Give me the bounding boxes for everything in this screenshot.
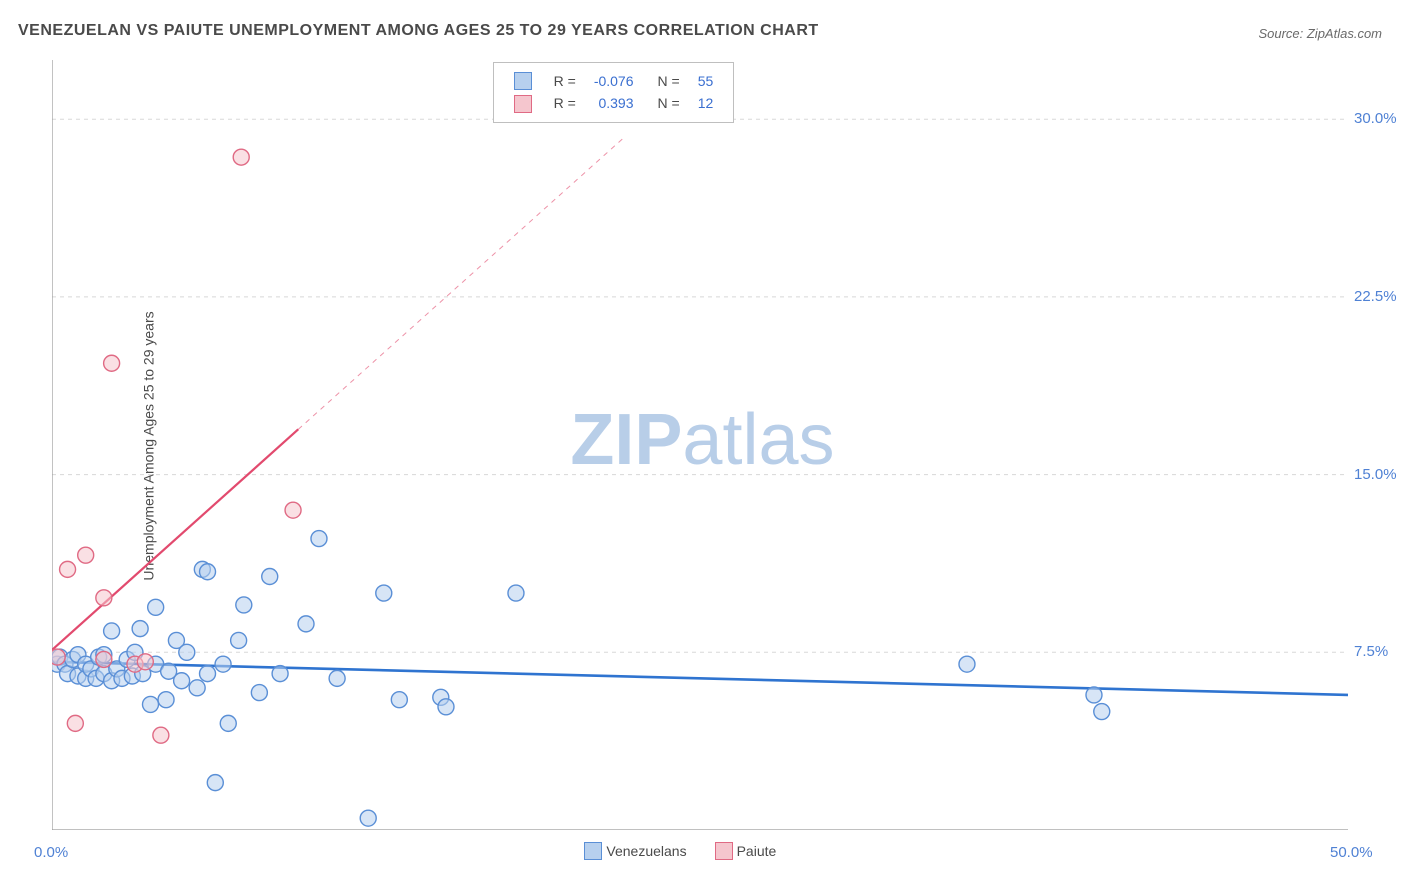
chart-container: VENEZUELAN VS PAIUTE UNEMPLOYMENT AMONG … xyxy=(0,0,1406,892)
stats-row: R =-0.076N =55 xyxy=(506,71,722,91)
y-tick-label: 15.0% xyxy=(1354,466,1397,483)
x-tick-label: 50.0% xyxy=(1330,844,1373,861)
source-label: Source: ZipAtlas.com xyxy=(1258,26,1382,41)
x-tick-label: 0.0% xyxy=(34,844,68,861)
chart-title: VENEZUELAN VS PAIUTE UNEMPLOYMENT AMONG … xyxy=(18,22,819,40)
scatter-plot xyxy=(52,60,1348,830)
legend-item: Paiute xyxy=(715,842,777,860)
stats-legend-box: R =-0.076N =55R =0.393N =12 xyxy=(493,62,735,123)
stats-row: R =0.393N =12 xyxy=(506,93,722,113)
y-tick-label: 7.5% xyxy=(1354,643,1388,660)
y-tick-label: 22.5% xyxy=(1354,288,1397,305)
y-tick-label: 30.0% xyxy=(1354,110,1397,127)
stats-table: R =-0.076N =55R =0.393N =12 xyxy=(504,69,724,116)
series-legend: Venezuelans Paiute xyxy=(570,842,790,863)
legend-item: Venezuelans xyxy=(584,842,686,860)
